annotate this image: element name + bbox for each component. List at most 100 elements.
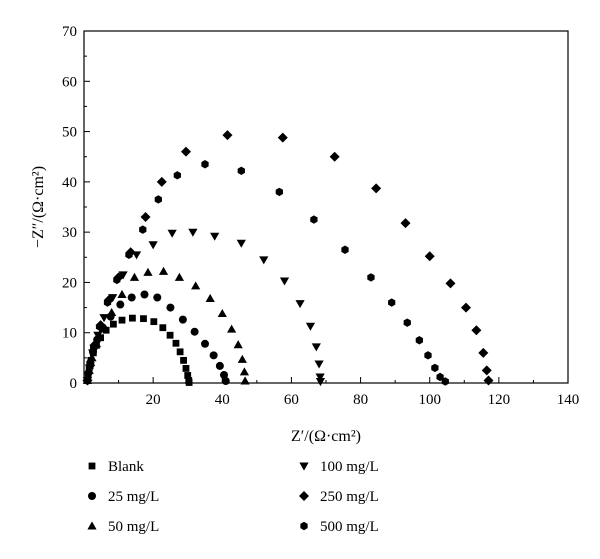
- legend-item: 50 mg/L: [87, 519, 159, 535]
- data-point: [129, 272, 140, 281]
- data-point: [113, 275, 121, 285]
- data-point: [483, 375, 494, 386]
- data-point: [279, 277, 290, 286]
- data-point: [275, 187, 283, 197]
- x-tick-label: 20: [146, 392, 161, 408]
- legend-item: 100 mg/L: [299, 459, 379, 475]
- data-point: [180, 146, 191, 157]
- legend-label: 250 mg/L: [320, 489, 379, 505]
- series-5: [83, 160, 449, 386]
- legend-label: 50 mg/L: [108, 519, 159, 535]
- data-point: [314, 360, 324, 369]
- legend-marker: [299, 462, 309, 471]
- data-point: [240, 376, 250, 385]
- data-point: [185, 379, 193, 386]
- data-point: [173, 171, 181, 180]
- data-point: [237, 166, 245, 175]
- legend-item: 500 mg/L: [300, 519, 379, 535]
- data-point: [191, 281, 201, 290]
- data-point: [116, 300, 125, 309]
- data-point: [221, 376, 230, 385]
- data-point: [107, 308, 117, 317]
- data-point: [239, 367, 250, 376]
- data-point: [93, 331, 103, 340]
- data-point: [233, 340, 243, 349]
- data-point: [118, 271, 128, 280]
- x-tick-label: 100: [418, 392, 441, 408]
- data-point: [227, 324, 237, 333]
- data-point: [176, 348, 184, 356]
- data-point: [158, 266, 169, 275]
- data-point: [315, 373, 325, 382]
- data-point: [148, 241, 158, 250]
- data-point: [215, 361, 224, 370]
- data-point: [305, 322, 316, 331]
- data-point: [201, 339, 209, 348]
- data-point: [129, 314, 136, 322]
- data-point: [461, 302, 472, 313]
- data-point: [166, 303, 175, 312]
- data-point: [310, 215, 318, 224]
- data-point: [174, 272, 185, 281]
- data-point: [222, 130, 233, 141]
- data-point: [150, 318, 158, 326]
- data-point: [424, 351, 432, 360]
- series-2: [82, 266, 250, 385]
- x-axis-title: Z′/(Ω·cm²): [291, 428, 361, 445]
- y-axis-title: −Z″/(Ω·cm²): [30, 166, 47, 248]
- data-point: [471, 325, 482, 336]
- data-point: [237, 354, 247, 363]
- legend-item: 25 mg/L: [88, 489, 159, 505]
- data-point: [154, 195, 162, 204]
- data-point: [445, 278, 456, 289]
- legend-marker: [300, 521, 308, 531]
- data-point: [153, 293, 162, 302]
- x-tick-label: 60: [284, 392, 299, 408]
- data-point: [99, 314, 109, 323]
- data-point: [159, 324, 167, 332]
- data-point: [403, 318, 411, 327]
- data-point: [205, 293, 215, 302]
- y-tick-label: 70: [62, 24, 77, 40]
- data-point: [86, 362, 94, 372]
- y-tick-label: 30: [62, 225, 77, 241]
- data-point: [210, 232, 220, 241]
- legend-item: Blank: [88, 459, 144, 475]
- data-point: [388, 298, 396, 307]
- data-point: [90, 343, 98, 352]
- data-point: [87, 353, 97, 362]
- data-point: [118, 316, 126, 324]
- data-point: [190, 327, 199, 336]
- data-point: [127, 293, 136, 302]
- legend-marker: [88, 462, 96, 470]
- x-tick-label: 40: [215, 392, 230, 408]
- data-point: [209, 351, 218, 360]
- data-point: [95, 322, 104, 331]
- data-point: [436, 372, 444, 382]
- data-point: [188, 228, 198, 237]
- data-point: [329, 151, 340, 162]
- data-point: [478, 347, 489, 358]
- y-tick-label: 40: [62, 175, 77, 191]
- legend-marker: [88, 492, 96, 500]
- data-point: [125, 250, 133, 259]
- data-point: [400, 218, 411, 229]
- data-point: [415, 336, 423, 345]
- data-points-group: [82, 130, 494, 387]
- data-point: [277, 132, 288, 143]
- data-point: [108, 294, 118, 303]
- data-point: [117, 289, 127, 298]
- y-tick-label: 10: [62, 326, 77, 342]
- legend: Blank 25 mg/L 50 mg/L 100 mg/L 250 mg/L 500 m…: [87, 459, 379, 535]
- data-point: [201, 160, 209, 169]
- data-point: [88, 349, 98, 358]
- data-point: [182, 365, 190, 372]
- legend-item: 250 mg/L: [299, 489, 379, 505]
- data-point: [441, 377, 449, 386]
- legend-label: 100 mg/L: [320, 459, 379, 475]
- data-point: [371, 183, 382, 194]
- legend-label: 25 mg/L: [108, 489, 159, 505]
- data-point: [424, 251, 435, 262]
- legend-marker: [299, 491, 309, 501]
